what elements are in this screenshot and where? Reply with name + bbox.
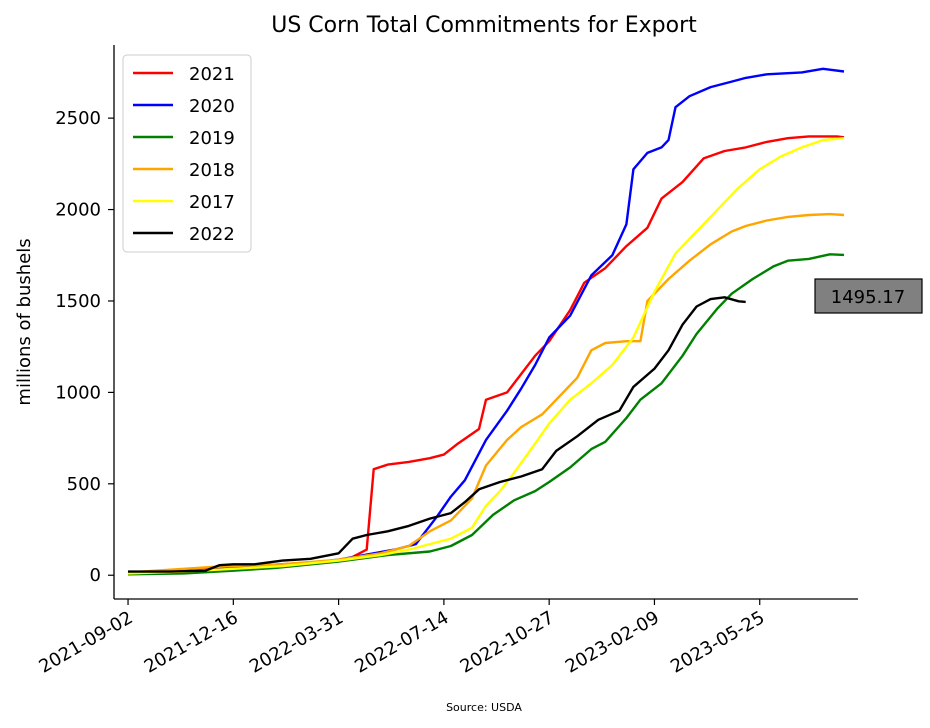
- value-callout: 1495.17: [814, 278, 923, 314]
- legend-label: 2022: [189, 224, 235, 245]
- series-line-2018: [127, 212, 845, 574]
- y-tick-label: 1500: [55, 291, 101, 312]
- legend: 2021 2020 2019 2018 2017 2022: [122, 54, 252, 253]
- y-tick-label: 1000: [55, 382, 101, 403]
- series-line-2022: [128, 296, 746, 573]
- y-tick-label: 2000: [55, 200, 101, 221]
- x-tick-label: 2023-02-09: [562, 607, 663, 677]
- x-tick-label: 2021-09-02: [35, 607, 136, 677]
- legend-label: 2018: [189, 160, 235, 181]
- source-note: Source: USDA: [446, 701, 522, 714]
- y-tick-label: 500: [67, 474, 101, 495]
- x-tick-label: 2022-07-14: [351, 607, 452, 677]
- series-line-2017: [127, 137, 845, 575]
- callout-value: 1495.17: [831, 287, 905, 308]
- y-tick-label: 2500: [55, 108, 101, 129]
- legend-label: 2017: [189, 192, 235, 213]
- x-tick-label: 2022-10-27: [457, 607, 558, 677]
- x-tick-label: 2022-03-31: [246, 607, 347, 677]
- series-line-2019: [127, 253, 845, 576]
- chart-title: US Corn Total Commitments for Export: [271, 13, 697, 38]
- legend-label: 2019: [189, 128, 235, 149]
- callout-box: [814, 278, 923, 314]
- legend-label: 2021: [189, 64, 235, 85]
- x-tick-label: 2023-05-25: [667, 607, 768, 677]
- legend-label: 2020: [189, 96, 235, 117]
- x-tick-label: 2021-12-16: [141, 607, 242, 677]
- y-tick-label: 0: [90, 565, 101, 586]
- y-axis-label: millions of bushels: [14, 238, 35, 405]
